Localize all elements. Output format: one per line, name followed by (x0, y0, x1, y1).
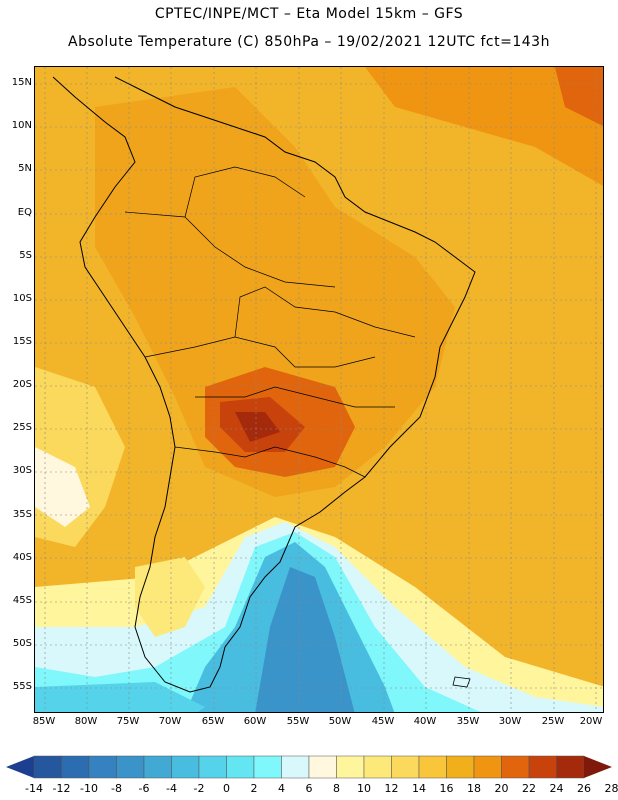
colorbar-label: 4 (278, 782, 285, 795)
lon-label: 35W (456, 716, 480, 727)
lon-label: 70W (158, 716, 182, 727)
colorbar-label: 12 (384, 782, 399, 795)
lon-label: 40W (413, 716, 437, 727)
colorbar-cell (363, 755, 392, 779)
lon-label: 45W (371, 716, 395, 727)
colorbar-cell (226, 755, 255, 779)
lat-label: 55S (12, 681, 32, 692)
field-pacific-cool (35, 447, 90, 527)
lat-label: 5S (19, 250, 32, 261)
colorbar-cell (308, 755, 337, 779)
colorbar-label: 22 (522, 782, 536, 795)
colorbar-label: 24 (549, 782, 564, 795)
lat-label: 35S (12, 509, 32, 520)
lat-label: 25S (12, 422, 32, 433)
field-max (235, 412, 280, 442)
colorbar-cell (556, 755, 585, 779)
colorbar-label: -14 (25, 782, 43, 795)
lat-label: 10S (12, 293, 32, 304)
colorbar-cell (143, 755, 172, 779)
colorbar-label: 20 (494, 782, 509, 795)
title-line-1: CPTEC/INPE/MCT – Eta Model 15km – GFS (154, 6, 464, 22)
lon-label: 50W (328, 716, 352, 727)
falklands (452, 676, 471, 688)
lon-label: 55W (286, 716, 310, 727)
colorbar-cell (528, 755, 557, 779)
lon-label: 60W (243, 716, 267, 727)
colorbar-cell (198, 755, 227, 779)
lat-label: 30S (12, 465, 32, 476)
field-hot-ne (555, 67, 603, 126)
colorbar-label: 8 (333, 782, 340, 795)
colorbar-cell (501, 755, 530, 779)
lon-label: 30W (498, 716, 522, 727)
lat-label: 5N (18, 163, 32, 174)
lon-label: 65W (201, 716, 225, 727)
colorbar-cell (171, 755, 200, 779)
colorbar-label: 16 (439, 782, 454, 795)
colorbar-label: -6 (138, 782, 150, 795)
field-south-coldest (255, 567, 355, 712)
lat-label: 15S (12, 336, 32, 347)
colorbar-label: 0 (223, 782, 230, 795)
colorbar-label: -2 (193, 782, 205, 795)
colorbar-arrow-left (6, 756, 34, 778)
lat-label: 15N (11, 77, 32, 88)
colorbar-cell (61, 755, 90, 779)
lon-label: 20W (579, 716, 603, 727)
coastline (52, 76, 476, 693)
lon-label: 25W (541, 716, 565, 727)
colorbar-label: 18 (467, 782, 481, 795)
colorbar-label: 28 (604, 782, 618, 795)
colorbar-label: -12 (52, 782, 71, 795)
colorbar-cell (391, 755, 420, 779)
colorbar-cell (418, 755, 447, 779)
lon-label: 75W (116, 716, 140, 727)
temperature-map (34, 66, 604, 713)
colorbar-arrow-right (584, 756, 612, 778)
lat-label: 20S (12, 379, 32, 390)
colorbar-cell (281, 755, 310, 779)
lon-label: 80W (74, 716, 98, 727)
colorbar-label: -4 (166, 782, 177, 795)
colorbar-cell (336, 755, 365, 779)
field-sw-cold (35, 682, 205, 712)
field-patagonia (135, 557, 205, 637)
colorbar-label: 14 (412, 782, 426, 795)
lat-label: EQ (17, 207, 32, 218)
colorbar-cell (33, 755, 62, 779)
field-continent (95, 87, 455, 497)
lon-label: 85W (32, 716, 56, 727)
colorbar-cell (253, 755, 282, 779)
colorbar-cell (473, 755, 502, 779)
lat-label: 45S (12, 595, 32, 606)
colorbar-label: -10 (80, 782, 98, 795)
colorbar-cell (88, 755, 117, 779)
colorbar-label: 26 (577, 782, 591, 795)
country-borders (124, 166, 416, 478)
colorbar-label: 10 (357, 782, 371, 795)
lat-label: 50S (12, 638, 32, 649)
lat-label: 40S (12, 552, 32, 563)
colorbar-cell (116, 755, 145, 779)
colorbar-label: 6 (305, 782, 313, 795)
title-line-2: Absolute Temperature (C) 850hPa – 19/02/… (68, 34, 550, 50)
field-warm-north (365, 67, 603, 186)
colorbar-label: 2 (250, 782, 258, 795)
lat-label: 10N (11, 120, 32, 131)
colorbar-label: -8 (111, 782, 122, 795)
temperature-field (35, 67, 603, 712)
colorbar-cell (446, 755, 475, 779)
colorbar (6, 755, 612, 779)
